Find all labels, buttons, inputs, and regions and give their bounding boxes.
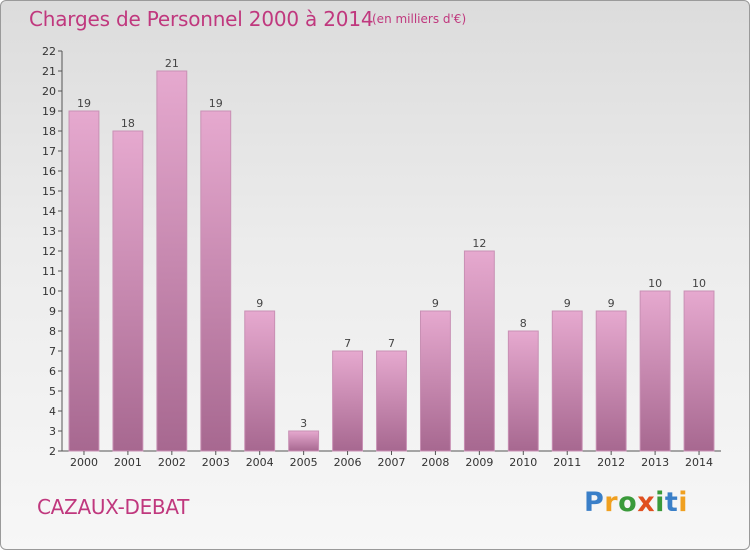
logo-letter: i	[655, 487, 665, 518]
logo-letter: o	[618, 487, 638, 518]
bar	[376, 350, 407, 452]
data-label: 19	[209, 97, 223, 110]
y-tick-label: 16	[42, 165, 56, 178]
y-tick-label: 11	[42, 265, 56, 278]
x-tick-label: 2004	[246, 456, 274, 469]
x-tick-label: 2002	[158, 456, 186, 469]
y-tick-label: 20	[42, 85, 56, 98]
bar	[112, 130, 144, 452]
y-tick-label: 7	[49, 345, 56, 358]
data-label: 10	[648, 277, 662, 290]
data-label: 9	[564, 297, 571, 310]
data-label: 8	[520, 317, 527, 330]
logo-letter: r	[604, 487, 619, 518]
y-tick-label: 10	[42, 285, 56, 298]
bar	[419, 310, 451, 452]
y-tick-label: 18	[42, 125, 56, 138]
logo-letter: t	[664, 487, 679, 518]
data-label: 18	[121, 117, 135, 130]
y-tick-label: 13	[42, 225, 56, 238]
y-tick-label: 22	[42, 45, 56, 58]
x-tick-label: 2014	[685, 456, 713, 469]
chart-title: Charges de Personnel 2000 à 2014	[29, 7, 374, 31]
y-tick-label: 8	[49, 325, 56, 338]
data-label: 12	[472, 237, 486, 250]
bar	[288, 430, 320, 452]
x-tick-label: 2006	[334, 456, 362, 469]
data-label: 9	[432, 297, 439, 310]
bar	[68, 110, 100, 452]
x-tick-label: 2003	[202, 456, 230, 469]
data-label: 21	[165, 57, 179, 70]
y-tick-label: 6	[49, 365, 56, 378]
y-tick-label: 12	[42, 245, 56, 258]
proxiti-logo[interactable]: Proxiti	[584, 487, 688, 518]
bar	[463, 250, 495, 452]
logo-letter: P	[584, 487, 605, 518]
x-tick-label: 2005	[290, 456, 318, 469]
x-tick-label: 2012	[597, 456, 625, 469]
y-tick-label: 17	[42, 145, 56, 158]
x-tick-label: 2008	[421, 456, 449, 469]
data-label: 10	[692, 277, 706, 290]
bar	[156, 70, 188, 452]
bar	[551, 310, 583, 452]
y-tick-label: 3	[49, 425, 56, 438]
x-tick-label: 2001	[114, 456, 142, 469]
y-tick-label: 5	[49, 385, 56, 398]
x-tick-label: 2009	[465, 456, 493, 469]
x-tick-label: 2011	[553, 456, 581, 469]
bar	[200, 110, 232, 452]
commune-name: CAZAUX-DEBAT	[37, 495, 190, 519]
y-tick-label: 21	[42, 65, 56, 78]
x-tick-label: 2013	[641, 456, 669, 469]
bar	[332, 350, 364, 452]
bar	[244, 310, 276, 452]
data-label: 7	[388, 337, 395, 350]
data-label: 19	[77, 97, 91, 110]
data-label: 3	[300, 417, 307, 430]
y-tick-label: 14	[42, 205, 56, 218]
chart-subtitle: (en milliers d'€)	[372, 12, 467, 26]
bar	[683, 290, 715, 452]
data-label: 9	[608, 297, 615, 310]
x-tick-label: 2007	[378, 456, 406, 469]
data-label: 9	[256, 297, 263, 310]
logo-letter: x	[637, 487, 656, 518]
y-tick-label: 15	[42, 185, 56, 198]
y-tick-label: 9	[49, 305, 56, 318]
y-tick-label: 2	[49, 445, 56, 458]
x-tick-label: 2000	[70, 456, 98, 469]
bar	[639, 290, 671, 452]
logo-letter: i	[678, 487, 689, 518]
y-tick-label: 19	[42, 105, 56, 118]
y-tick-label: 4	[49, 405, 56, 418]
bar	[595, 310, 627, 452]
data-label: 7	[344, 337, 351, 350]
x-tick-label: 2010	[509, 456, 537, 469]
bar	[507, 330, 539, 452]
